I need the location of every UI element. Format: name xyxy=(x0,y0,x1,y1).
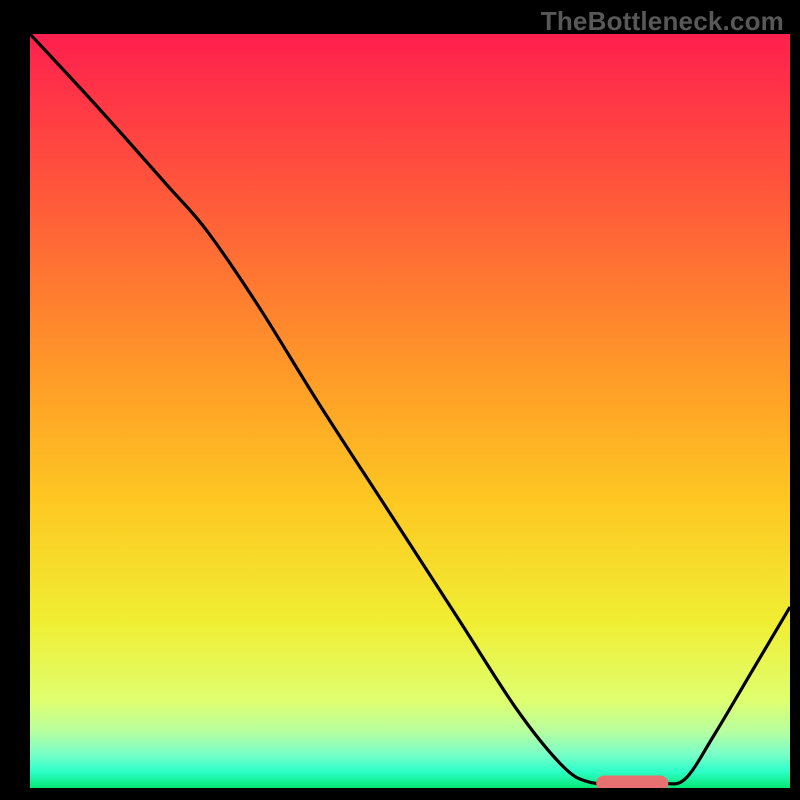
gradient-background xyxy=(30,34,790,788)
bottleneck-chart xyxy=(0,0,800,800)
watermark-text: TheBottleneck.com xyxy=(541,6,784,37)
chart-container: TheBottleneck.com xyxy=(0,0,800,800)
optimal-range-marker xyxy=(596,775,668,791)
